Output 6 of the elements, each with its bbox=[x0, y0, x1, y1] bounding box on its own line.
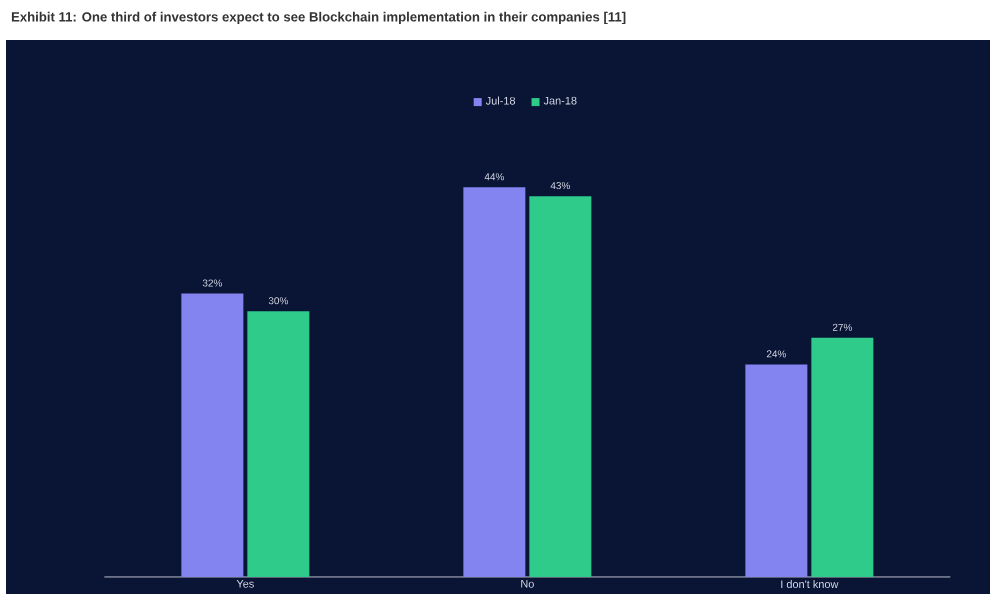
bar bbox=[181, 293, 244, 577]
bar bbox=[745, 364, 808, 577]
bar bbox=[529, 196, 592, 577]
bar bbox=[811, 337, 874, 577]
bar bbox=[247, 311, 310, 577]
bar bbox=[463, 187, 526, 577]
